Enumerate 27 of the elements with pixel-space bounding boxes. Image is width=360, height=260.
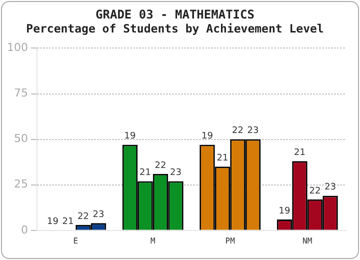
series-label: 23 (92, 210, 104, 220)
y-tick-label: 100 (6, 41, 28, 54)
text: 22 (309, 186, 321, 196)
y-tick-label: 75 (14, 86, 28, 100)
text: 22 (154, 160, 166, 171)
text: 21 (294, 148, 306, 158)
series-label: 22 (78, 212, 89, 222)
x-tick-label: PM (225, 236, 236, 246)
text: 21 (216, 153, 228, 164)
y-tick-label: 0 (20, 223, 28, 236)
x-tick-label: E (73, 236, 78, 246)
text: 19 (202, 132, 213, 142)
series-label: 21 (140, 168, 151, 178)
x-tick-label: M (150, 236, 156, 246)
text: 22 (232, 126, 244, 136)
x-tick-label: NM (302, 236, 312, 246)
text: 23 (324, 182, 336, 193)
text: 19 (47, 217, 58, 228)
y-tick-label: 25 (14, 178, 28, 191)
y-tick-label: 50 (14, 132, 28, 146)
text: 19 (278, 206, 290, 216)
chart-subtitle: Percentage of Students by Achievement Level (26, 21, 324, 36)
chart-title: GRADE 03 - MATHEMATICS (96, 7, 254, 22)
text: 23 (247, 126, 259, 136)
text: 21 (62, 217, 74, 228)
text: 23 (170, 168, 182, 178)
series-label: 19 (124, 132, 136, 142)
